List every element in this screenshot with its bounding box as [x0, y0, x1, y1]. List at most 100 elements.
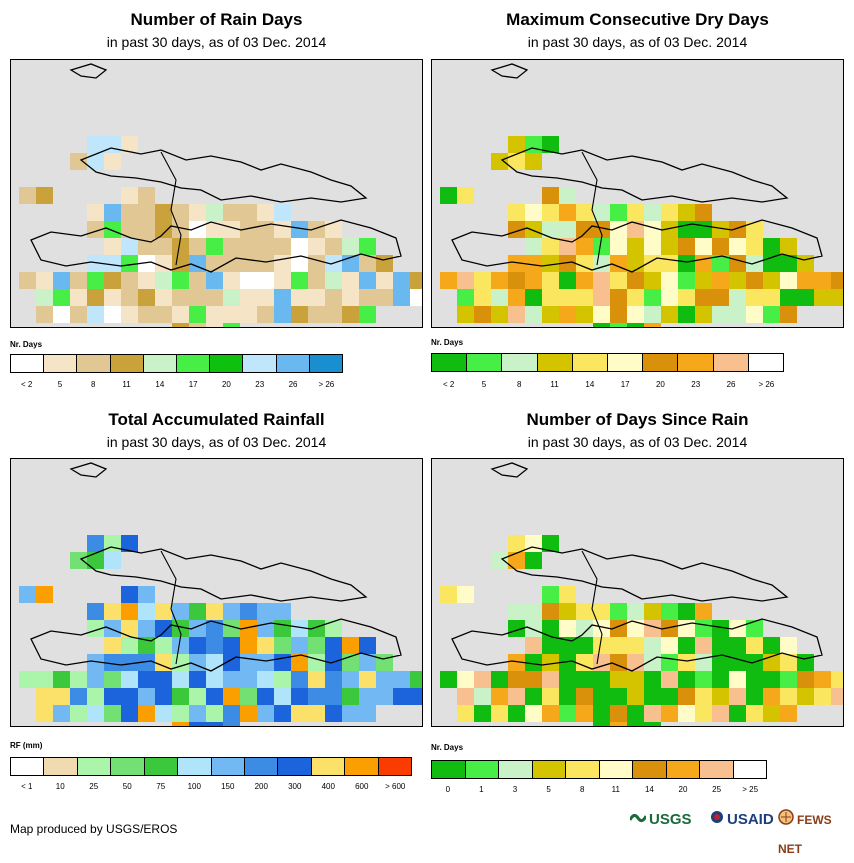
- map-cell: [274, 705, 291, 722]
- map-cell: [542, 221, 559, 238]
- map-cell: [763, 289, 780, 306]
- map-cell: [627, 620, 644, 637]
- map-cell: [189, 671, 206, 688]
- map-cell: [308, 255, 325, 272]
- map-cell: [206, 620, 223, 637]
- map-cell: [559, 586, 576, 603]
- map-cell: [576, 272, 593, 289]
- map-cell: [474, 272, 491, 289]
- map-cell: [780, 289, 797, 306]
- map-cell: [729, 272, 746, 289]
- map-cell: [559, 620, 576, 637]
- map-cell: [155, 688, 172, 705]
- map-cell: [19, 272, 36, 289]
- map-cell: [87, 153, 104, 170]
- map-cell: [593, 221, 610, 238]
- map-cell: [138, 688, 155, 705]
- map-cell: [712, 671, 729, 688]
- legend-swatch: [572, 354, 609, 371]
- map-cell: [291, 221, 308, 238]
- map-cell: [206, 221, 223, 238]
- map-cell: [644, 654, 661, 671]
- map-cell: [70, 671, 87, 688]
- map-cell: [291, 306, 308, 323]
- map-cell: [746, 238, 763, 255]
- legend-bar: [10, 354, 343, 373]
- map-cell: [189, 705, 206, 722]
- map-cell: [712, 705, 729, 722]
- map-cell: [393, 289, 410, 306]
- map-cell: [257, 654, 274, 671]
- map-cell: [138, 654, 155, 671]
- map-cell: [644, 637, 661, 654]
- map-cell: [780, 306, 797, 323]
- map-cell: [359, 688, 376, 705]
- map-cell: [206, 705, 223, 722]
- map-cell: [491, 153, 508, 170]
- map-cell: [393, 272, 410, 289]
- map-cell: [508, 535, 525, 552]
- legend-label: 400: [321, 782, 335, 791]
- map-cell: [155, 654, 172, 671]
- map-cell: [240, 238, 257, 255]
- map-cell: [576, 654, 593, 671]
- map-cell: [189, 722, 206, 726]
- map-cell: [695, 705, 712, 722]
- legend-swatch: [643, 354, 679, 371]
- map-cell: [87, 620, 104, 637]
- map-cell: [576, 255, 593, 272]
- map-cell: [440, 187, 457, 204]
- panel-max-dry-days: Maximum Consecutive Dry Days in past 30 …: [431, 10, 844, 400]
- map-cell: [610, 671, 627, 688]
- map-cell: [644, 306, 661, 323]
- legend-swatch: [678, 354, 714, 371]
- map-cell: [661, 289, 678, 306]
- map-cell: [274, 637, 291, 654]
- coastline-outline: [30, 462, 402, 672]
- legend-swatch: [499, 761, 533, 778]
- map-cell: [104, 238, 121, 255]
- map-cell: [342, 238, 359, 255]
- map-cell: [695, 620, 712, 637]
- map-cell: [138, 603, 155, 620]
- map-cell: [508, 289, 525, 306]
- map-cell: [291, 289, 308, 306]
- map-cell: [576, 603, 593, 620]
- map-cell: [610, 306, 627, 323]
- legend-swatch: [748, 354, 784, 371]
- panel-subtitle: in past 30 days, as of 03 Dec. 2014: [106, 434, 327, 450]
- map-cell: [138, 289, 155, 306]
- legend-labels: < 2 5 8 11 14 17 20 23 26 > 26: [431, 380, 784, 392]
- map-cell: [308, 238, 325, 255]
- map-cell: [223, 705, 240, 722]
- usgs-wave-icon: [628, 806, 648, 834]
- map-cell: [644, 221, 661, 238]
- map-cell: [610, 238, 627, 255]
- map-cell: [542, 289, 559, 306]
- panel-title: Number of Days Since Rain: [526, 410, 749, 429]
- map-cell: [138, 620, 155, 637]
- map-cell: [104, 552, 121, 569]
- map-cell: [746, 272, 763, 289]
- map-cell: [644, 620, 661, 637]
- map-cell: [542, 272, 559, 289]
- map-cell: [359, 255, 376, 272]
- map-cell: [491, 306, 508, 323]
- legend-label: > 600: [385, 782, 406, 791]
- legend-label: 5: [546, 785, 551, 794]
- map-cell: [746, 688, 763, 705]
- map-cell: [359, 654, 376, 671]
- map-cell: [138, 306, 155, 323]
- map-cell: [121, 289, 138, 306]
- map-cell: [712, 620, 729, 637]
- panel-rain-days: Number of Rain Days in past 30 days, as …: [10, 10, 423, 400]
- map-cell: [627, 323, 644, 327]
- map-cell: [440, 671, 457, 688]
- map-cell: [508, 221, 525, 238]
- map-cell: [240, 272, 257, 289]
- map-cell: [376, 272, 393, 289]
- map-cell: [138, 586, 155, 603]
- map-cell: [53, 705, 70, 722]
- map-cell: [508, 204, 525, 221]
- legend-label: > 26: [318, 380, 335, 389]
